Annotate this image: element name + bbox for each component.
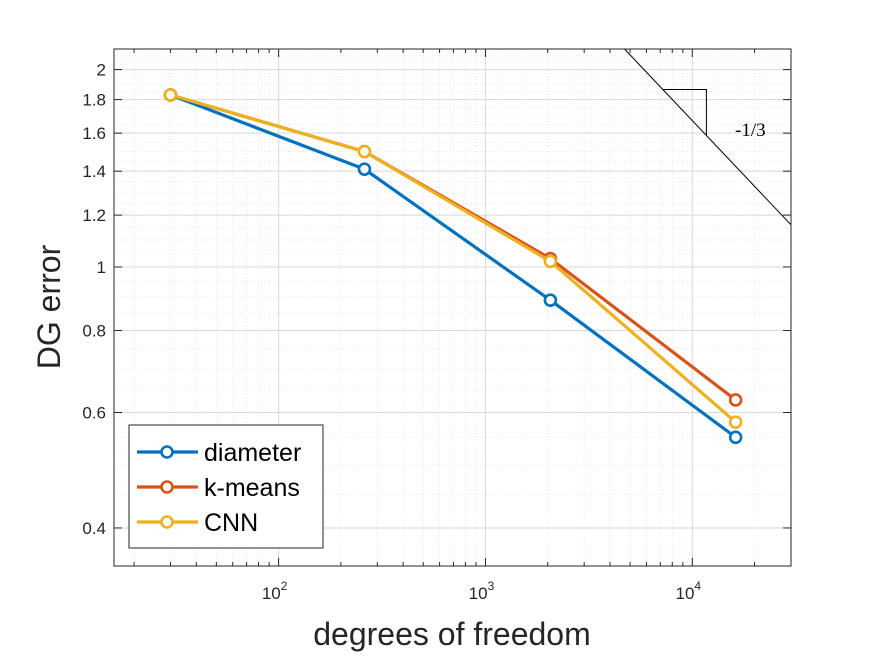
data-point-CNN — [728, 415, 743, 429]
y-tick-label: 0.8 — [82, 322, 106, 341]
y-tick-label: 1.2 — [82, 206, 106, 225]
reference-slope — [624, 49, 791, 226]
x-axis-label: degrees of freedom — [313, 616, 591, 652]
ticks: 0.4 0.6 0.8 1 1.2 1.4 1.6 1.8 2 102 103 104 — [82, 49, 792, 603]
x-tick-label: 104 — [676, 579, 702, 603]
grid — [114, 48, 792, 567]
legend: diameter k-means CNN — [128, 424, 324, 549]
series-group — [163, 88, 743, 445]
y-tick-label: 1 — [97, 258, 106, 277]
y-tick-label: 2 — [97, 61, 106, 80]
plot-border — [113, 48, 792, 567]
slope-label: -1/3 — [735, 120, 766, 141]
series-CNN — [163, 88, 743, 429]
legend-marker-CNN — [160, 515, 174, 529]
y-tick-label: 1.6 — [82, 124, 106, 143]
legend-label-k-means: k-means — [204, 474, 300, 502]
legend-label-CNN: CNN — [204, 509, 258, 537]
y-axis-label: DG error — [31, 244, 67, 369]
y-tick-label: 1.8 — [82, 91, 106, 110]
data-point-diameter — [728, 430, 743, 445]
series-line-diameter — [169, 93, 737, 439]
data-point-diameter — [543, 293, 558, 307]
y-tick-label: 0.4 — [82, 519, 106, 538]
legend-label-diameter: diameter — [204, 439, 301, 467]
legend-marker-diameter — [160, 445, 174, 459]
data-point-CNN — [163, 88, 178, 102]
x-tick-label: 103 — [469, 579, 495, 603]
data-point-k-means — [728, 393, 743, 407]
y-tick-label: 0.6 — [82, 403, 106, 422]
series-line-CNN — [170, 93, 737, 424]
data-point-CNN — [543, 254, 558, 269]
data-point-diameter — [357, 162, 372, 176]
slope-triangle — [662, 88, 707, 136]
legend-marker-k-means — [160, 480, 174, 494]
data-point-CNN — [357, 144, 372, 159]
y-tick-label: 1.4 — [82, 162, 106, 181]
x-tick-label: 102 — [262, 579, 288, 603]
reference-line — [624, 49, 791, 226]
